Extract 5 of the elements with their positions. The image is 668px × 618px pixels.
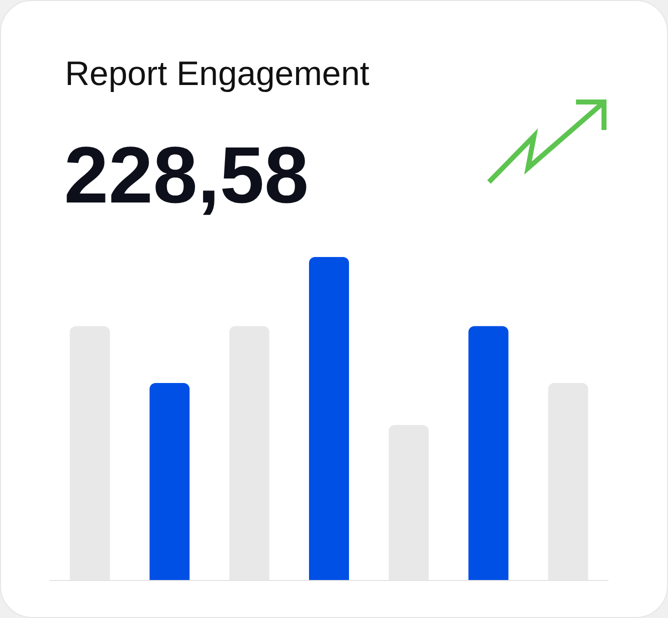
bar	[468, 326, 508, 580]
text: 228,58	[64, 130, 309, 220]
chart-title: Report Engagement	[65, 55, 370, 93]
bar	[309, 257, 349, 580]
bar	[150, 382, 190, 580]
